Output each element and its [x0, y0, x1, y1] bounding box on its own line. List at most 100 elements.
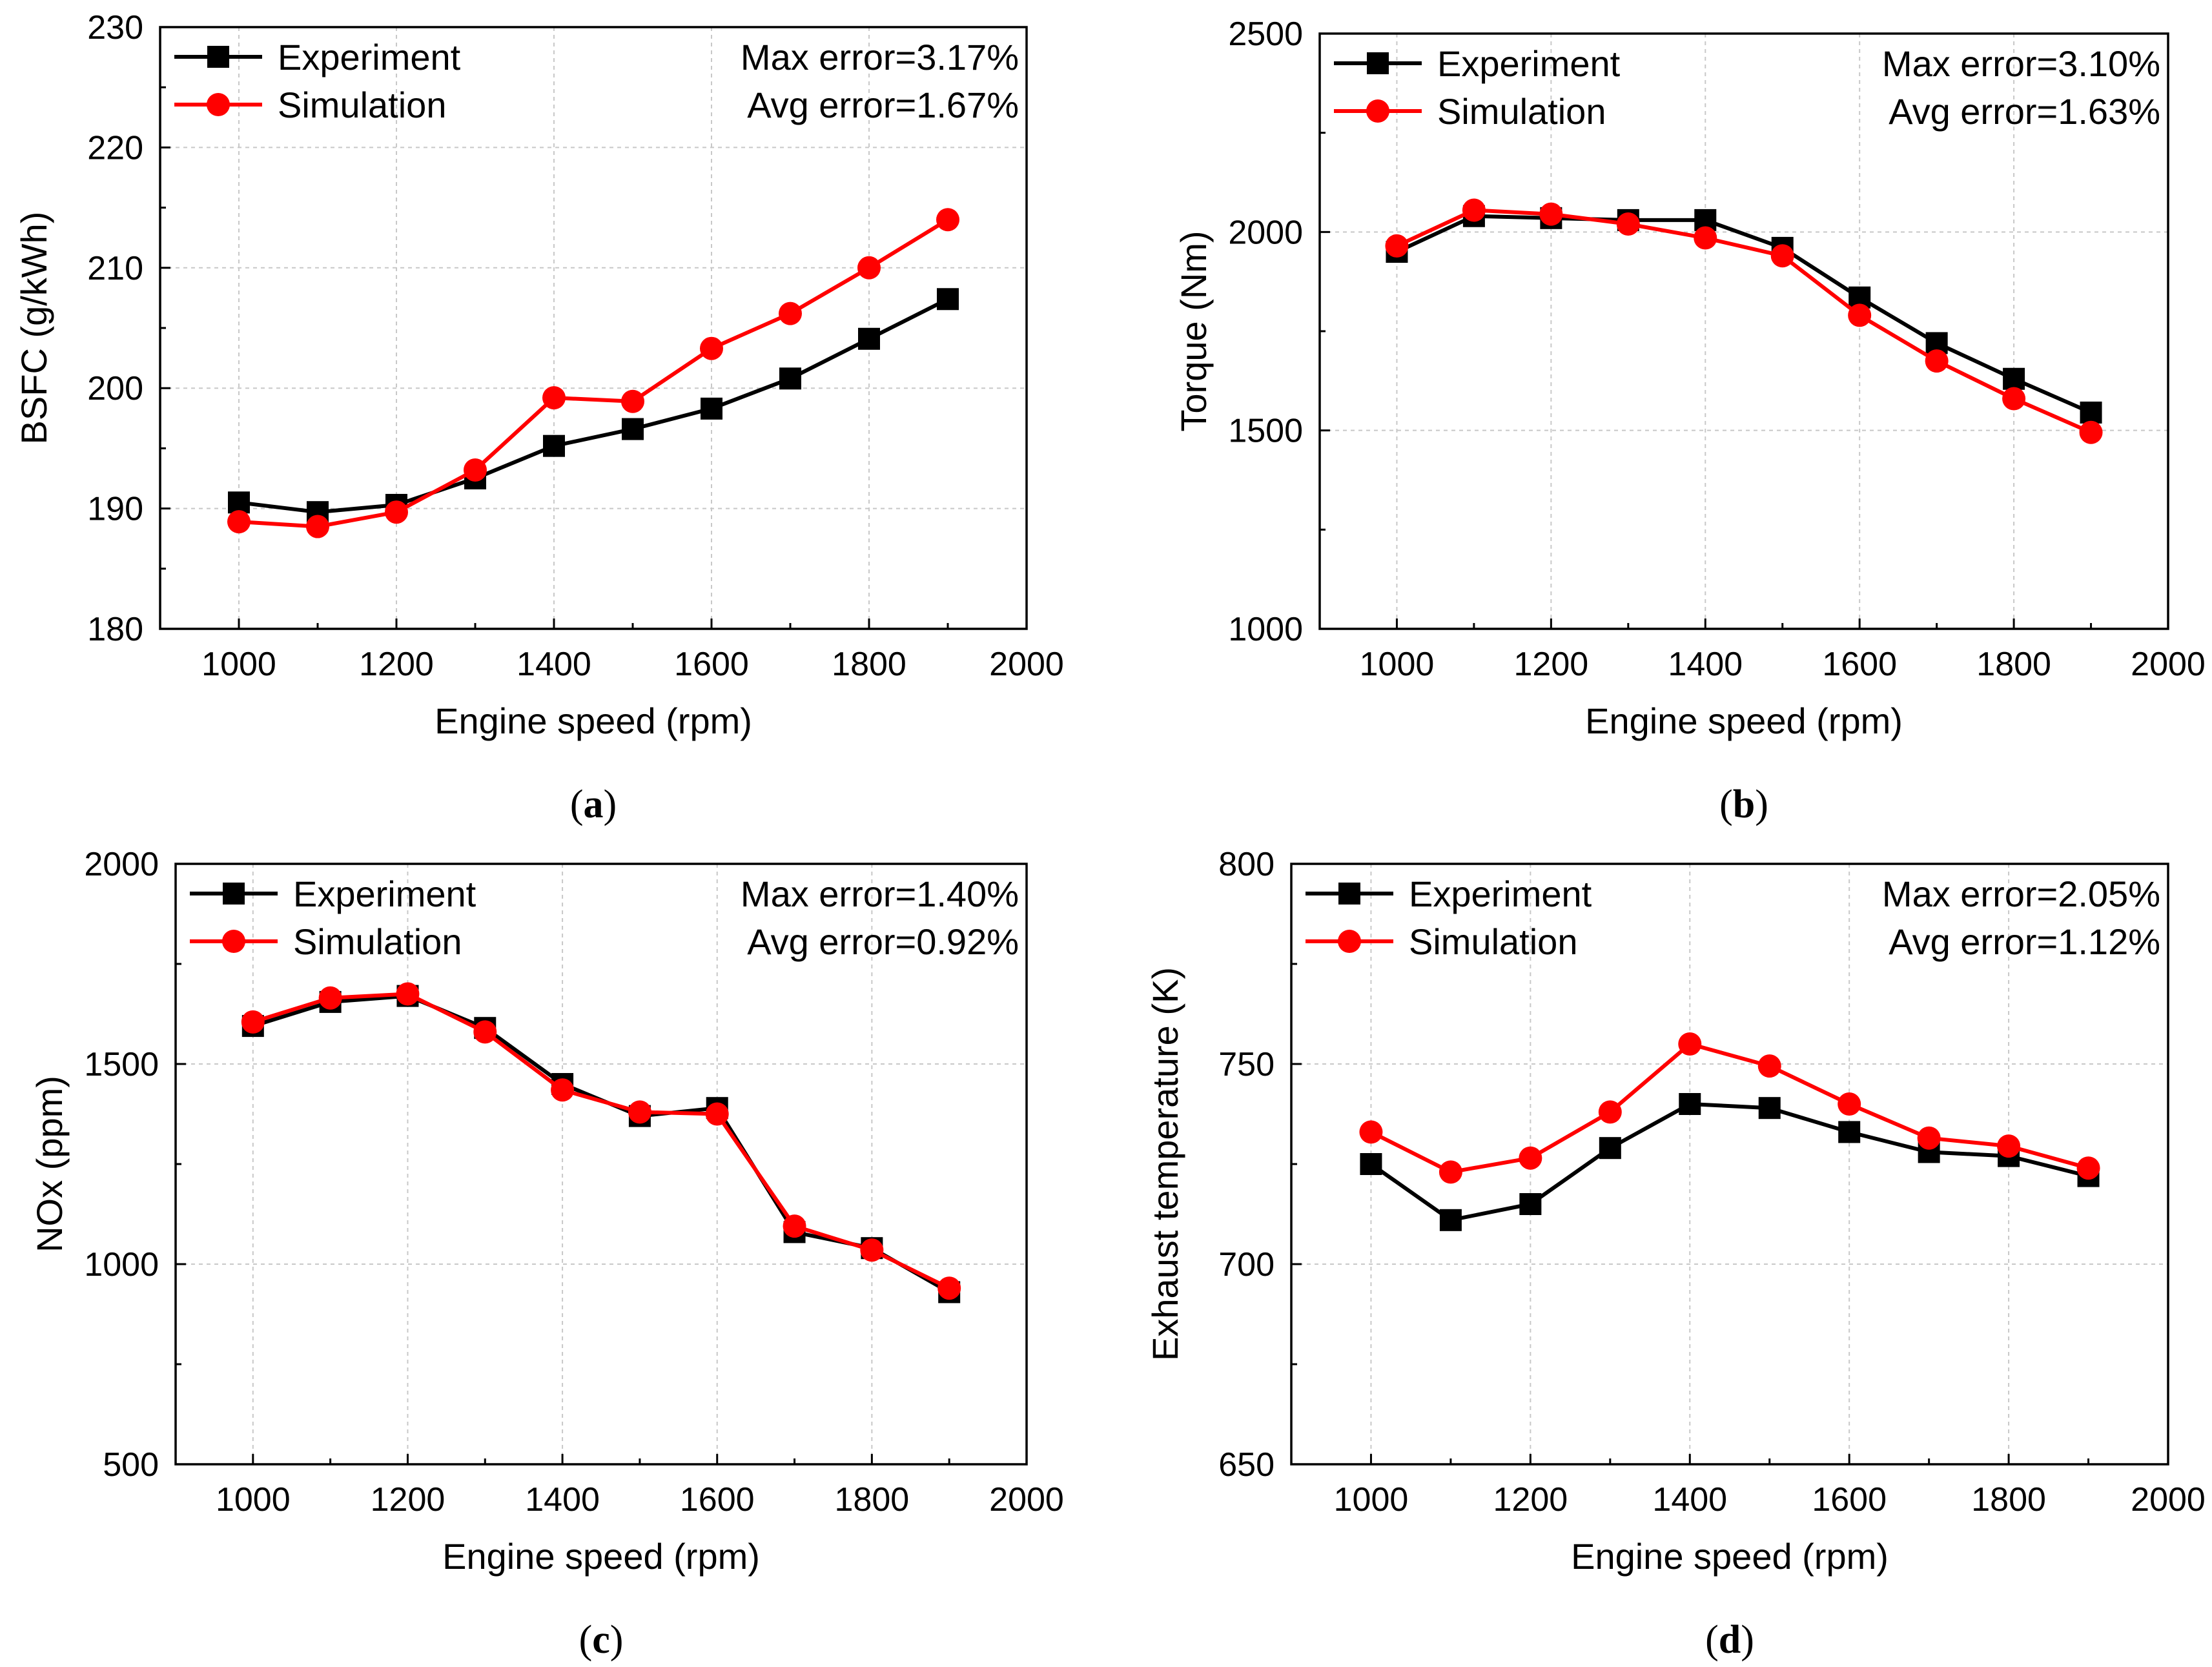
series-line-experiment [1396, 214, 2092, 414]
data-point-simulation [1385, 234, 1409, 258]
data-point-simulation [779, 302, 802, 325]
data-point-experiment [543, 435, 565, 457]
avg-error-note: Avg error=0.92% [747, 921, 1019, 962]
panel-caption: (c) [579, 1618, 624, 1662]
max-error-note: Max error=2.05% [1882, 874, 2160, 914]
avg-error-note: Avg error=1.12% [1889, 921, 2160, 962]
data-point-experiment [858, 327, 880, 350]
data-point-simulation [1539, 202, 1563, 226]
data-point-simulation [628, 1100, 651, 1124]
legend-marker-square-icon [207, 46, 229, 68]
y-tick-label: 190 [87, 491, 143, 528]
x-tick-label: 1200 [359, 646, 434, 683]
y-tick-label: 200 [87, 370, 143, 407]
legend-marker-circle-icon [1366, 99, 1389, 123]
legend-label-experiment: Experiment [1409, 874, 1592, 914]
chart-panel-torque: 1000 1200 1400 1600 1800 2000 1000 1500 2000 2500… [1173, 15, 2206, 826]
data-point-simulation [1838, 1092, 1861, 1116]
panel-caption: (d) [1705, 1618, 1754, 1662]
y-tick-label: 2000 [1228, 214, 1303, 251]
data-point-experiment [937, 288, 959, 311]
y-axis-title: Torque (Nm) [1173, 230, 1214, 431]
series-line-simulation [1370, 1042, 2089, 1174]
y-tick-label: 1000 [1228, 611, 1303, 648]
grid-lines [176, 864, 1027, 1464]
avg-error-note: Avg error=1.63% [1889, 91, 2160, 132]
x-tick-label: 2000 [989, 646, 1064, 683]
x-axis-title: Engine speed (rpm) [442, 1536, 760, 1577]
x-tick-label: 1800 [832, 646, 906, 683]
legend: Experiment Simulation [1306, 874, 1592, 962]
data-point-simulation [1359, 1120, 1383, 1144]
data-point-simulation [1616, 212, 1640, 236]
x-tick-label: 1000 [1360, 646, 1435, 683]
data-point-simulation [1917, 1126, 1941, 1150]
data-point-simulation [318, 986, 342, 1010]
data-point-simulation [700, 336, 723, 360]
legend-marker-square-icon [1338, 883, 1360, 905]
data-point-simulation [1598, 1100, 1622, 1124]
x-tick-label: 1800 [1976, 646, 2051, 683]
axis-ticks: 1000 1200 1400 1600 1800 2000 500 1000 1500 2000 [84, 846, 1064, 1519]
data-point-simulation [1770, 244, 1794, 268]
chart-panel-exhaust-temperature: 1000 1200 1400 1600 1800 2000 650 700 750 800 Eng… [1145, 846, 2206, 1662]
series-line-experiment [252, 994, 950, 1294]
caption-letter: c [592, 1618, 610, 1662]
data-point-simulation [621, 389, 644, 413]
series-group [227, 208, 959, 538]
x-tick-label: 1200 [1514, 646, 1589, 683]
caption-letter: b [1733, 782, 1755, 826]
legend-marker-circle-icon [1338, 930, 1361, 953]
data-point-simulation [705, 1102, 729, 1126]
data-point-simulation [385, 500, 408, 524]
x-tick-label: 2000 [2131, 646, 2206, 683]
x-tick-label: 1000 [201, 646, 276, 683]
data-point-experiment [1758, 1097, 1781, 1120]
data-point-experiment [1360, 1153, 1382, 1175]
max-error-note: Max error=3.10% [1882, 43, 2160, 84]
data-point-experiment [1679, 1093, 1701, 1115]
x-tick-label: 1600 [680, 1481, 755, 1519]
x-tick-label: 2000 [2131, 1481, 2206, 1519]
x-axis-title: Engine speed (rpm) [435, 701, 752, 741]
legend-marker-circle-icon [207, 93, 230, 116]
chart-panel-bsfc: 1000 1200 1400 1600 1800 2000 180 190 200 210 220 2… [14, 9, 1064, 826]
y-tick-label: 750 [1218, 1046, 1275, 1083]
data-point-simulation [783, 1214, 806, 1238]
y-tick-label: 2000 [84, 846, 159, 883]
data-point-simulation [241, 1010, 265, 1034]
max-error-note: Max error=1.40% [741, 874, 1019, 914]
axis-ticks: 1000 1200 1400 1600 1800 2000 650 700 750 800 [1218, 846, 2206, 1519]
data-point-simulation [2079, 420, 2103, 444]
y-axis-title: BSFC (g/kWh) [14, 212, 54, 445]
series-line-experiment [1369, 1102, 2089, 1222]
data-point-experiment [1838, 1121, 1861, 1143]
data-point-simulation [1439, 1160, 1462, 1184]
data-point-simulation [1848, 303, 1872, 327]
legend-label-experiment: Experiment [278, 37, 461, 77]
series-line-simulation [1396, 208, 2092, 435]
data-point-simulation [227, 510, 251, 534]
y-tick-label: 180 [87, 611, 143, 648]
axis-ticks: 1000 1200 1400 1600 1800 2000 1000 1500 2000 2500 [1228, 15, 2206, 683]
caption-letter: a [584, 782, 604, 826]
data-point-experiment [1599, 1137, 1621, 1160]
y-tick-label: 1500 [1228, 413, 1303, 450]
data-point-experiment [1439, 1209, 1462, 1231]
y-tick-label: 230 [87, 9, 143, 46]
data-point-experiment [2080, 402, 2102, 424]
data-point-experiment [622, 418, 644, 440]
series-group [1359, 1032, 2100, 1231]
max-error-note: Max error=3.17% [741, 37, 1019, 77]
data-point-simulation [2076, 1156, 2100, 1180]
x-tick-label: 1800 [835, 1481, 910, 1519]
legend-label-experiment: Experiment [1437, 43, 1621, 84]
y-tick-label: 220 [87, 129, 143, 167]
x-tick-label: 1400 [517, 646, 591, 683]
data-point-experiment [1519, 1193, 1542, 1215]
x-tick-label: 1400 [525, 1481, 600, 1519]
legend: Experiment Simulation [1334, 43, 1621, 132]
grid-lines [160, 27, 1027, 629]
y-tick-label: 700 [1218, 1246, 1275, 1283]
